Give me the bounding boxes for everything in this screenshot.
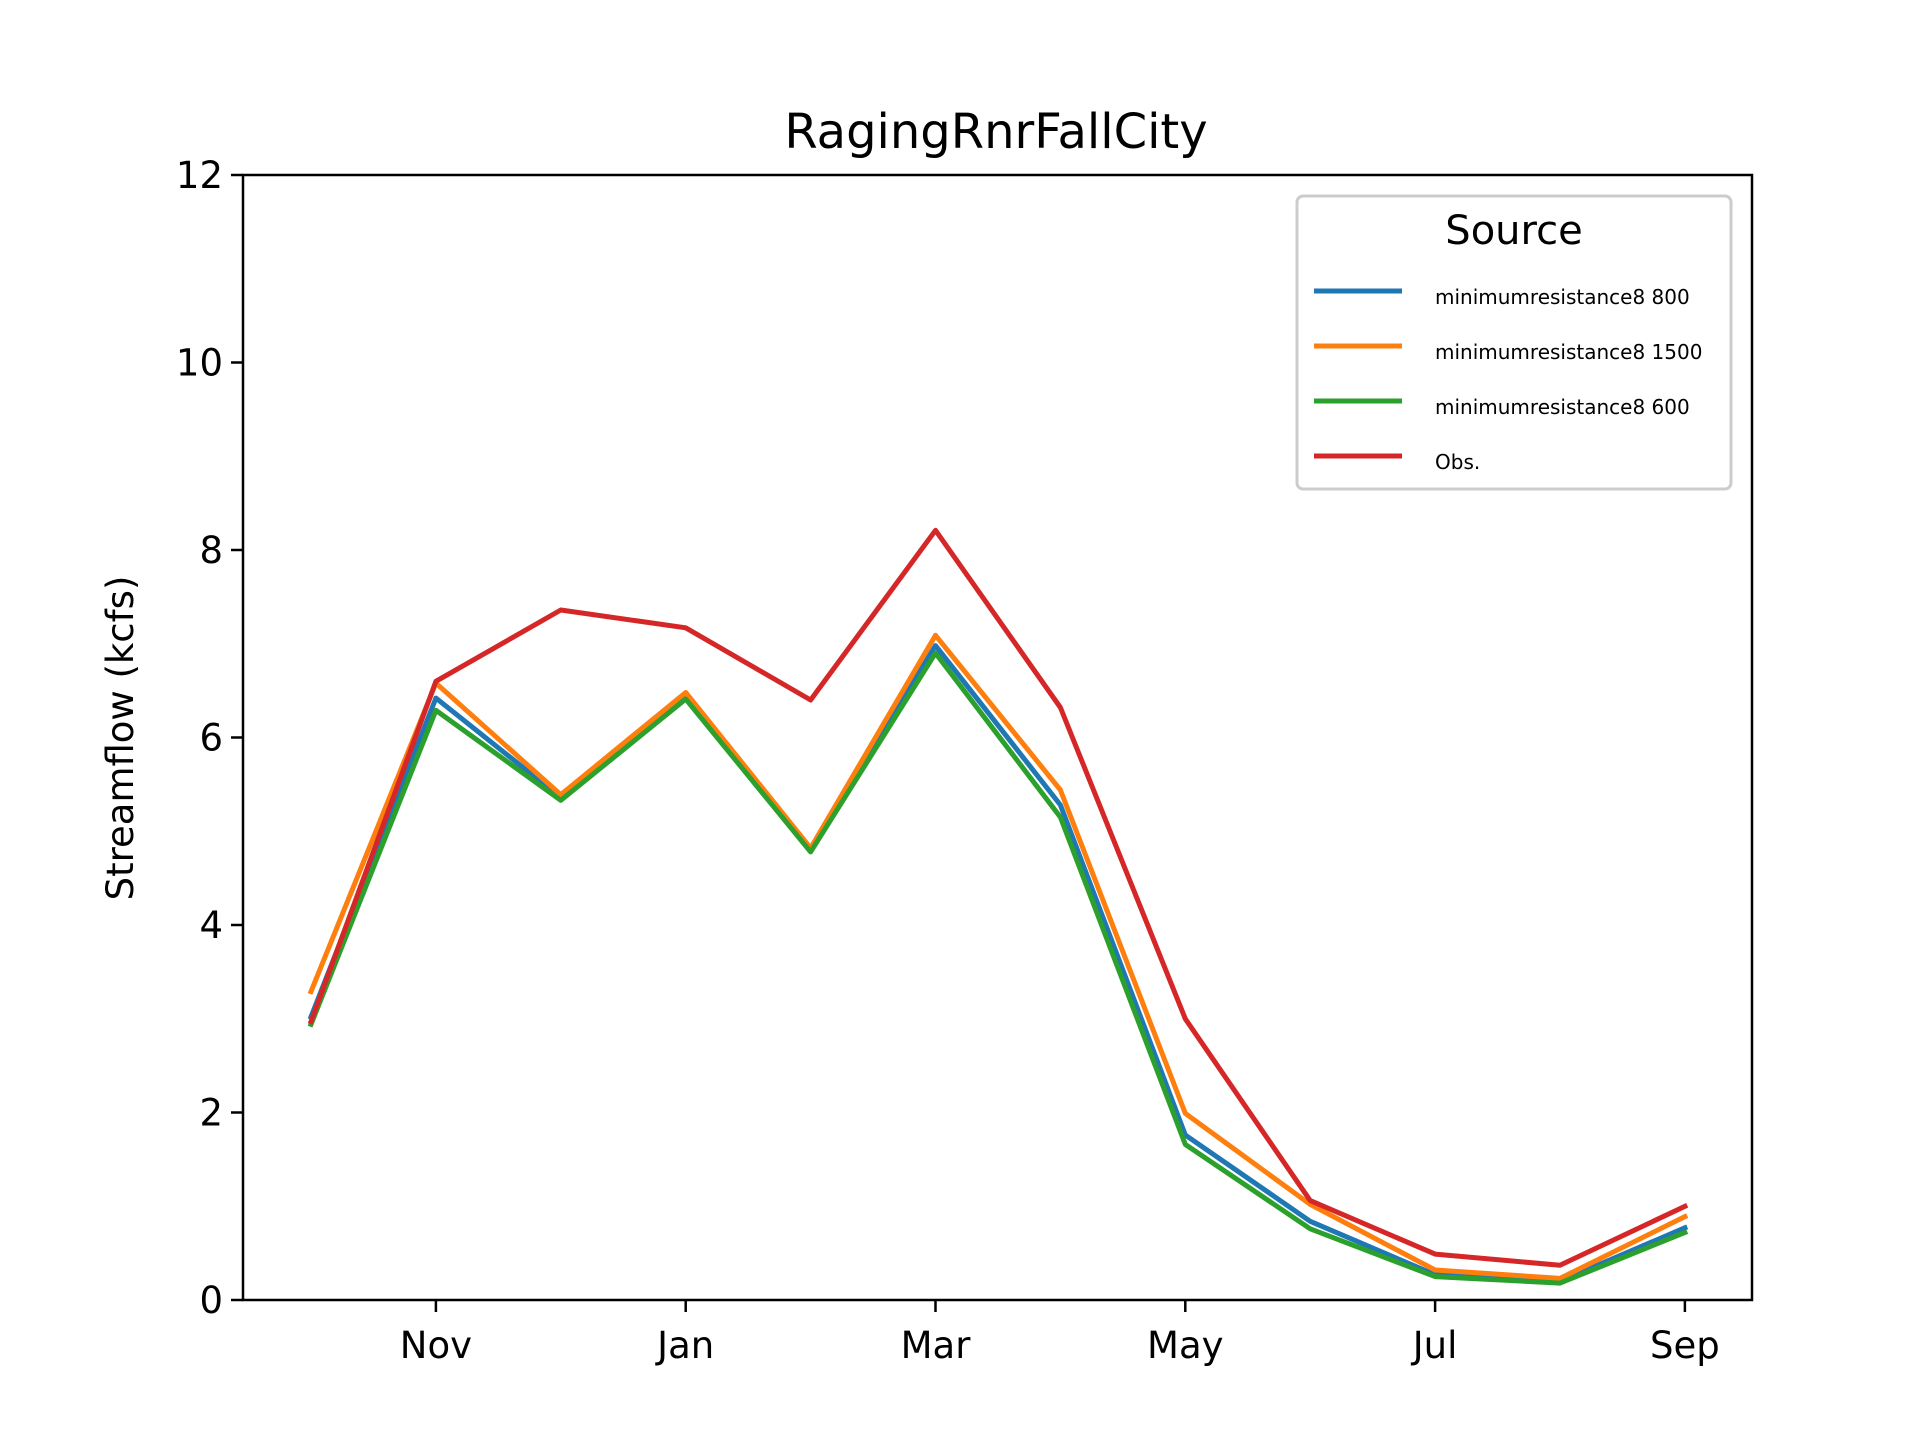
series-line-0 <box>307 643 1689 1284</box>
plot-area <box>307 527 1689 1286</box>
y-tick-label: 4 <box>199 904 223 947</box>
chart-title: RagingRnrFallCity <box>784 104 1207 160</box>
x-tick-label: Jan <box>655 1324 714 1367</box>
series-line-3 <box>307 527 1689 1268</box>
y-tick-label: 12 <box>176 154 223 197</box>
legend-box <box>1295 194 1733 491</box>
x-tick-label: Nov <box>400 1324 472 1367</box>
y-axis-label: Streamflow (kcfs) <box>99 576 142 901</box>
x-tick-label: May <box>1147 1324 1224 1367</box>
y-tick-label: 8 <box>199 529 223 572</box>
axes: 0 2 4 6 8 10 12 Nov Jan Mar May Jul Sep <box>176 154 1720 1367</box>
series-line-1 <box>307 632 1689 1281</box>
series-line-2 <box>307 650 1689 1286</box>
x-tick-label: Mar <box>901 1324 972 1367</box>
legend: Source minimumresistance8 800 minimumresi… <box>1295 194 1733 491</box>
x-tick-label: Sep <box>1650 1324 1720 1367</box>
y-tick-label: 10 <box>176 342 223 385</box>
legend-label-2: minimumresistance8 600 <box>1435 395 1690 419</box>
x-tick-label: Jul <box>1411 1324 1458 1367</box>
legend-label-1: minimumresistance8 1500 <box>1435 340 1702 364</box>
legend-label-3: Obs. <box>1435 450 1480 474</box>
legend-title: Source <box>1445 208 1582 254</box>
y-tick-label: 6 <box>199 717 223 760</box>
legend-label-0: minimumresistance8 800 <box>1435 285 1690 309</box>
y-tick-label: 0 <box>199 1279 223 1322</box>
y-tick-label: 2 <box>199 1092 223 1135</box>
